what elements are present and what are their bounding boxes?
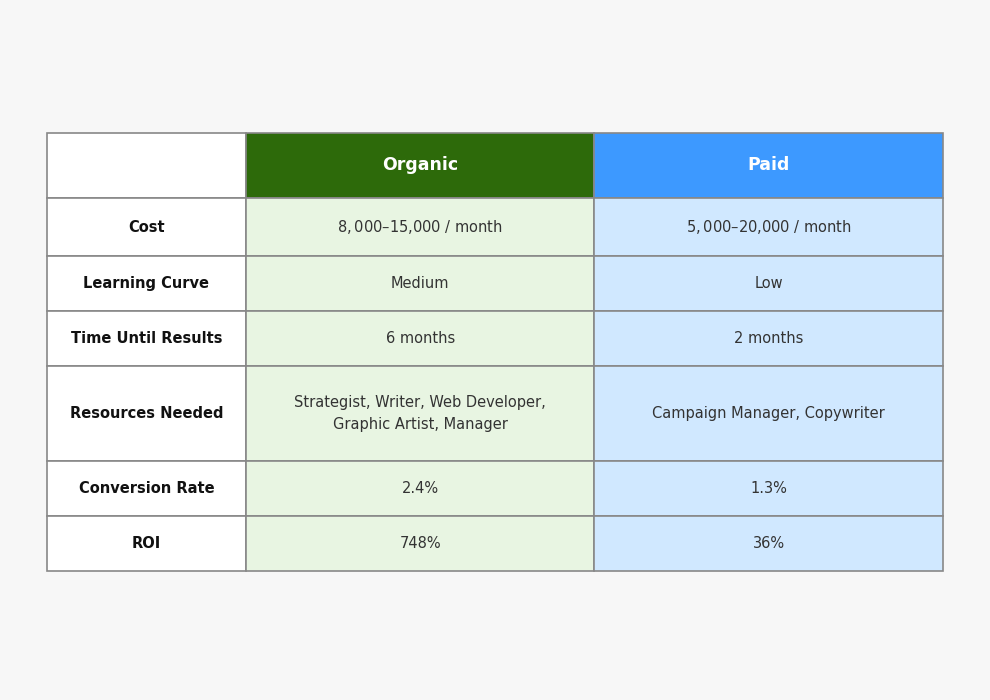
Text: ROI: ROI (132, 536, 161, 551)
Bar (594, 461, 943, 516)
Text: 2.4%: 2.4% (402, 481, 439, 496)
Text: 748%: 748% (399, 536, 441, 551)
Text: Medium: Medium (391, 276, 449, 291)
Text: $8,000 – $15,000 / month: $8,000 – $15,000 / month (338, 218, 503, 236)
Text: 36%: 36% (752, 536, 785, 551)
Bar (246, 133, 594, 198)
Bar (246, 461, 594, 516)
Text: Campaign Manager, Copywriter: Campaign Manager, Copywriter (652, 406, 885, 421)
Bar (47, 311, 246, 366)
Text: Cost: Cost (128, 220, 164, 235)
Text: Paid: Paid (747, 157, 790, 174)
Bar (594, 256, 943, 311)
Text: Strategist, Writer, Web Developer,
Graphic Artist, Manager: Strategist, Writer, Web Developer, Graph… (294, 395, 546, 431)
Text: Conversion Rate: Conversion Rate (78, 481, 214, 496)
Text: Resources Needed: Resources Needed (69, 406, 223, 421)
Bar (47, 256, 246, 311)
Text: Learning Curve: Learning Curve (83, 276, 210, 291)
Bar (246, 311, 594, 366)
Bar (246, 198, 594, 256)
Text: 2 months: 2 months (734, 331, 804, 346)
Bar (594, 366, 943, 461)
Text: 1.3%: 1.3% (750, 481, 787, 496)
Bar (594, 198, 943, 256)
Bar (246, 256, 594, 311)
Bar (47, 198, 246, 256)
Text: Time Until Results: Time Until Results (70, 331, 222, 346)
Text: Low: Low (754, 276, 783, 291)
Bar (246, 366, 594, 461)
Bar (47, 516, 246, 571)
Bar (47, 366, 246, 461)
Text: Organic: Organic (382, 157, 458, 174)
Bar (594, 311, 943, 366)
Bar (246, 516, 594, 571)
Bar (47, 461, 246, 516)
Bar (594, 133, 943, 198)
Text: $5,000 – $20,000 / month: $5,000 – $20,000 / month (686, 218, 851, 236)
Text: 6 months: 6 months (385, 331, 454, 346)
Bar (594, 516, 943, 571)
Bar (47, 133, 246, 198)
